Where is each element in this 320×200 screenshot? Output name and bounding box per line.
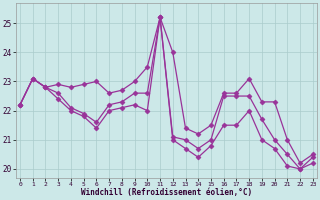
X-axis label: Windchill (Refroidissement éolien,°C): Windchill (Refroidissement éolien,°C) — [81, 188, 252, 197]
